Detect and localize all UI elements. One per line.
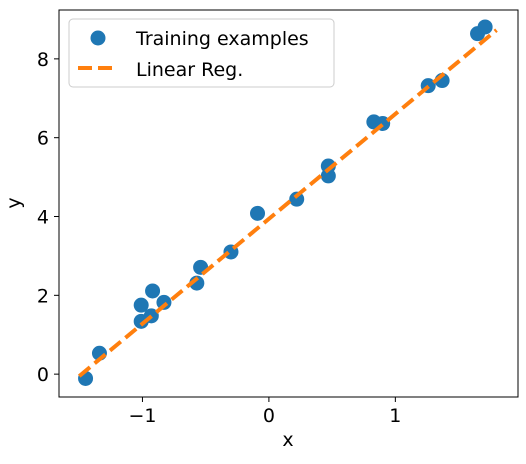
x-tick-label: −1 — [128, 405, 156, 427]
legend-box — [68, 18, 335, 88]
x-tick-label: 0 — [263, 405, 275, 427]
data-point-11 — [289, 191, 305, 207]
data-point-5 — [145, 283, 161, 299]
legend-marker-training-examples — [90, 30, 106, 46]
data-point-10 — [250, 205, 266, 221]
data-point-6 — [156, 294, 172, 310]
y-tick-label: 0 — [37, 364, 49, 386]
y-tick-label: 4 — [37, 207, 49, 229]
data-point-13 — [320, 158, 336, 174]
plot-marks — [77, 19, 498, 386]
x-axis-label: x — [282, 429, 293, 451]
y-tick-label: 6 — [37, 128, 49, 150]
axis-ticks: −1 0 1 0 2 4 6 8 — [37, 49, 401, 427]
legend-label-linear-reg: Linear Reg. — [136, 59, 243, 81]
data-point-19 — [477, 19, 493, 35]
legend: Training examples Linear Reg. — [68, 18, 335, 88]
y-tick-label: 8 — [37, 49, 49, 71]
y-tick-label: 2 — [37, 285, 49, 307]
regression-line — [77, 28, 498, 378]
data-point-3 — [133, 297, 149, 313]
legend-label-training-examples: Training examples — [135, 28, 309, 50]
x-tick-label: 1 — [389, 405, 401, 427]
y-axis-label: y — [3, 197, 25, 208]
plot-frame — [58, 9, 519, 398]
